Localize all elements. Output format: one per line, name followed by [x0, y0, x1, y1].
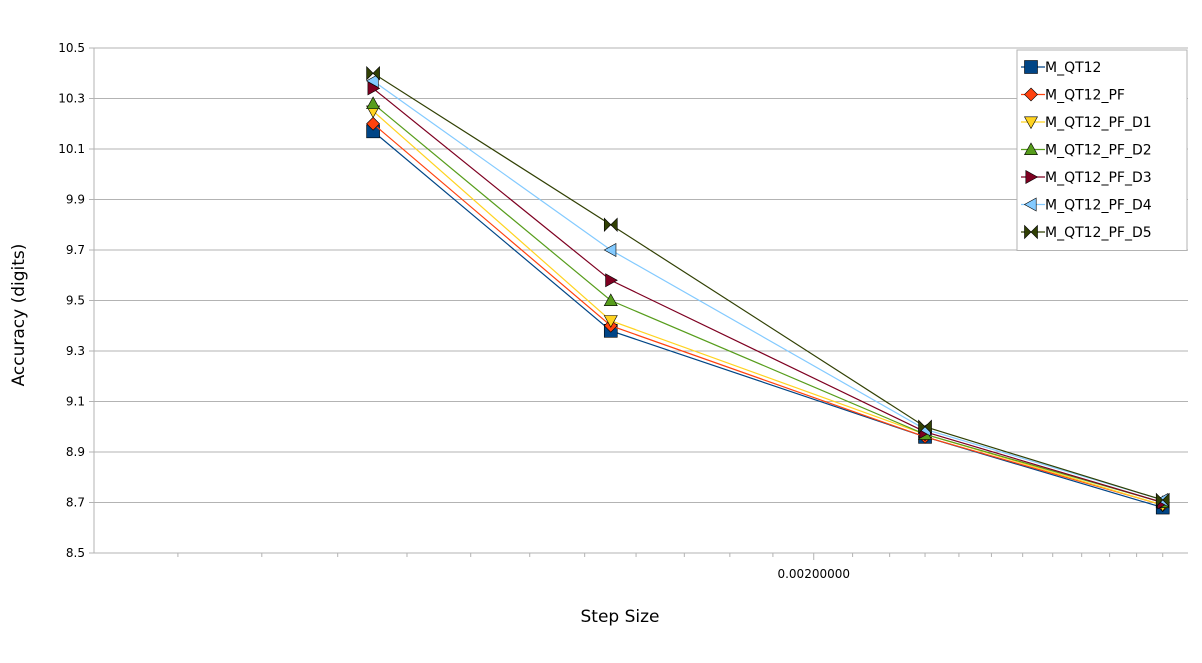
legend-marker: [1023, 116, 1039, 130]
legend-box: [1016, 49, 1188, 251]
y-tick-label: 10.5: [58, 41, 85, 55]
legend-label: M_QT12_PF_D1: [1045, 115, 1152, 131]
y-tick-label: 8.7: [66, 496, 85, 510]
data-point: [366, 96, 381, 110]
legend[interactable]: M_QT12 M_QT12_PF M_QT12_PF_D1 M_QT12_PF_D2 M…: [1016, 49, 1188, 251]
y-tick-label: 9.1: [66, 395, 85, 409]
legend-marker: [1024, 224, 1038, 240]
legend-item[interactable]: M_QT12_PF_D2: [1021, 142, 1152, 159]
legend-label: M_QT12_PF_D4: [1045, 198, 1152, 214]
y-tick-label: 10.3: [58, 92, 85, 106]
legend-label: M_QT12_PF_D2: [1045, 143, 1152, 159]
series-line: [372, 110, 1163, 506]
axes: 8.5 8.7 8.9 9.1 9.3 9.5 9.7 9.9 10.1 10.3 10.5 0.00…: [58, 41, 1188, 581]
series-M_QT12_PF_D5: [366, 66, 1170, 508]
legend-marker: [1024, 60, 1038, 74]
y-tick-label: 9.7: [66, 243, 85, 257]
data-point: [603, 217, 618, 232]
series-line: [372, 123, 1163, 506]
x-axis-title: Step Size: [580, 607, 659, 627]
data-point: [918, 419, 932, 434]
legend-marker: [1023, 197, 1037, 212]
legend-label: M_QT12: [1045, 60, 1101, 76]
data-point: [366, 66, 380, 81]
data-point: [366, 116, 381, 131]
y-tick-label: 9.9: [66, 193, 85, 207]
legend-item[interactable]: M_QT12_PF: [1021, 88, 1125, 104]
series-line: [372, 80, 1163, 501]
legend-item[interactable]: M_QT12_PF_D3: [1021, 169, 1152, 186]
series-line: [372, 103, 1163, 504]
series-line: [372, 87, 1163, 504]
y-tick-label: 9.3: [66, 344, 85, 358]
legend-label: M_QT12_PF: [1045, 88, 1125, 104]
y-tick-label: 8.5: [66, 546, 85, 560]
series-line: [372, 72, 1163, 501]
data-point: [603, 315, 618, 328]
legend-marker: [1024, 87, 1038, 102]
legend-item[interactable]: M_QT12_PF_D5: [1021, 224, 1152, 241]
data-point: [603, 293, 618, 307]
legend-label: M_QT12_PF_D3: [1045, 170, 1152, 186]
legend-item[interactable]: M_QT12: [1021, 60, 1101, 76]
series-line: [372, 130, 1163, 509]
data-point: [1155, 492, 1170, 508]
y-tick-label: 10.1: [58, 142, 85, 156]
legend-label: M_QT12_PF_D5: [1045, 225, 1152, 241]
data-point: [605, 273, 618, 288]
x-tick-label: 0.00200000: [777, 567, 850, 581]
data-point: [367, 81, 381, 96]
series-layer: [365, 66, 1170, 515]
y-tick-label: 9.5: [66, 294, 85, 308]
legend-marker: [1023, 142, 1039, 155]
legend-marker: [1025, 169, 1039, 185]
y-axis-title: Accuracy (digits): [9, 244, 29, 387]
grid: [94, 47, 1188, 554]
legend-item[interactable]: M_QT12_PF_D4: [1021, 197, 1152, 214]
data-point: [603, 242, 617, 258]
y-tick-label: 8.9: [66, 445, 85, 459]
legend-item[interactable]: M_QT12_PF_D1: [1021, 115, 1152, 131]
data-point: [365, 73, 379, 88]
